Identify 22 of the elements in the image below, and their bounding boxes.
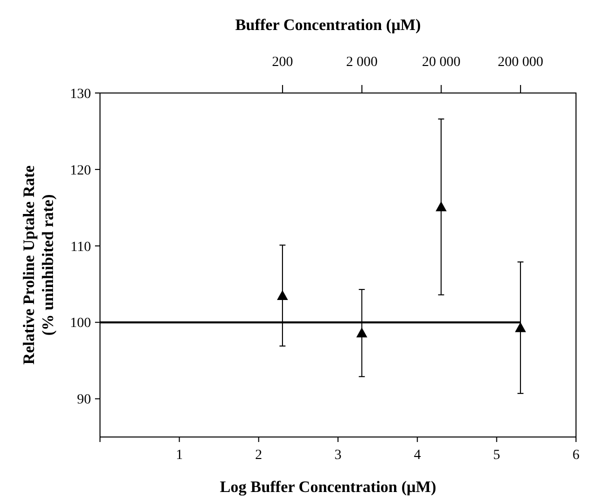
x2-tick-label: 20 000 [422, 55, 460, 70]
x-tick-label: 6 [572, 448, 580, 463]
y-axis-title: Relative Proline Uptake Rate (% uninhibited rate) [21, 165, 58, 365]
point [514, 322, 526, 332]
x-tick-label: 3 [334, 448, 342, 463]
x-tick-label: 2 [255, 448, 262, 463]
y-tick-label: 90 [77, 392, 91, 408]
x2-axis-title: Buffer Concentration (μM) [235, 17, 421, 34]
x-tick-label: 5 [493, 448, 500, 463]
point [436, 201, 447, 212]
x-tick-label: 4 [414, 448, 421, 463]
point [276, 290, 288, 300]
y-tick-label: 100 [70, 316, 91, 332]
x-axis-title: Log Buffer Concentration (μM) [220, 479, 436, 496]
point [356, 328, 368, 338]
y-tick-label: 120 [70, 163, 91, 178]
x2-tick-label: 2 000 [346, 55, 378, 70]
x-tick-label: 1 [176, 448, 183, 463]
y-tick-label: 130 [70, 86, 91, 102]
x2-tick-label: 200 000 [498, 55, 544, 70]
x2-tick-label: 200 [272, 55, 294, 70]
y-tick-label: 110 [70, 240, 91, 255]
